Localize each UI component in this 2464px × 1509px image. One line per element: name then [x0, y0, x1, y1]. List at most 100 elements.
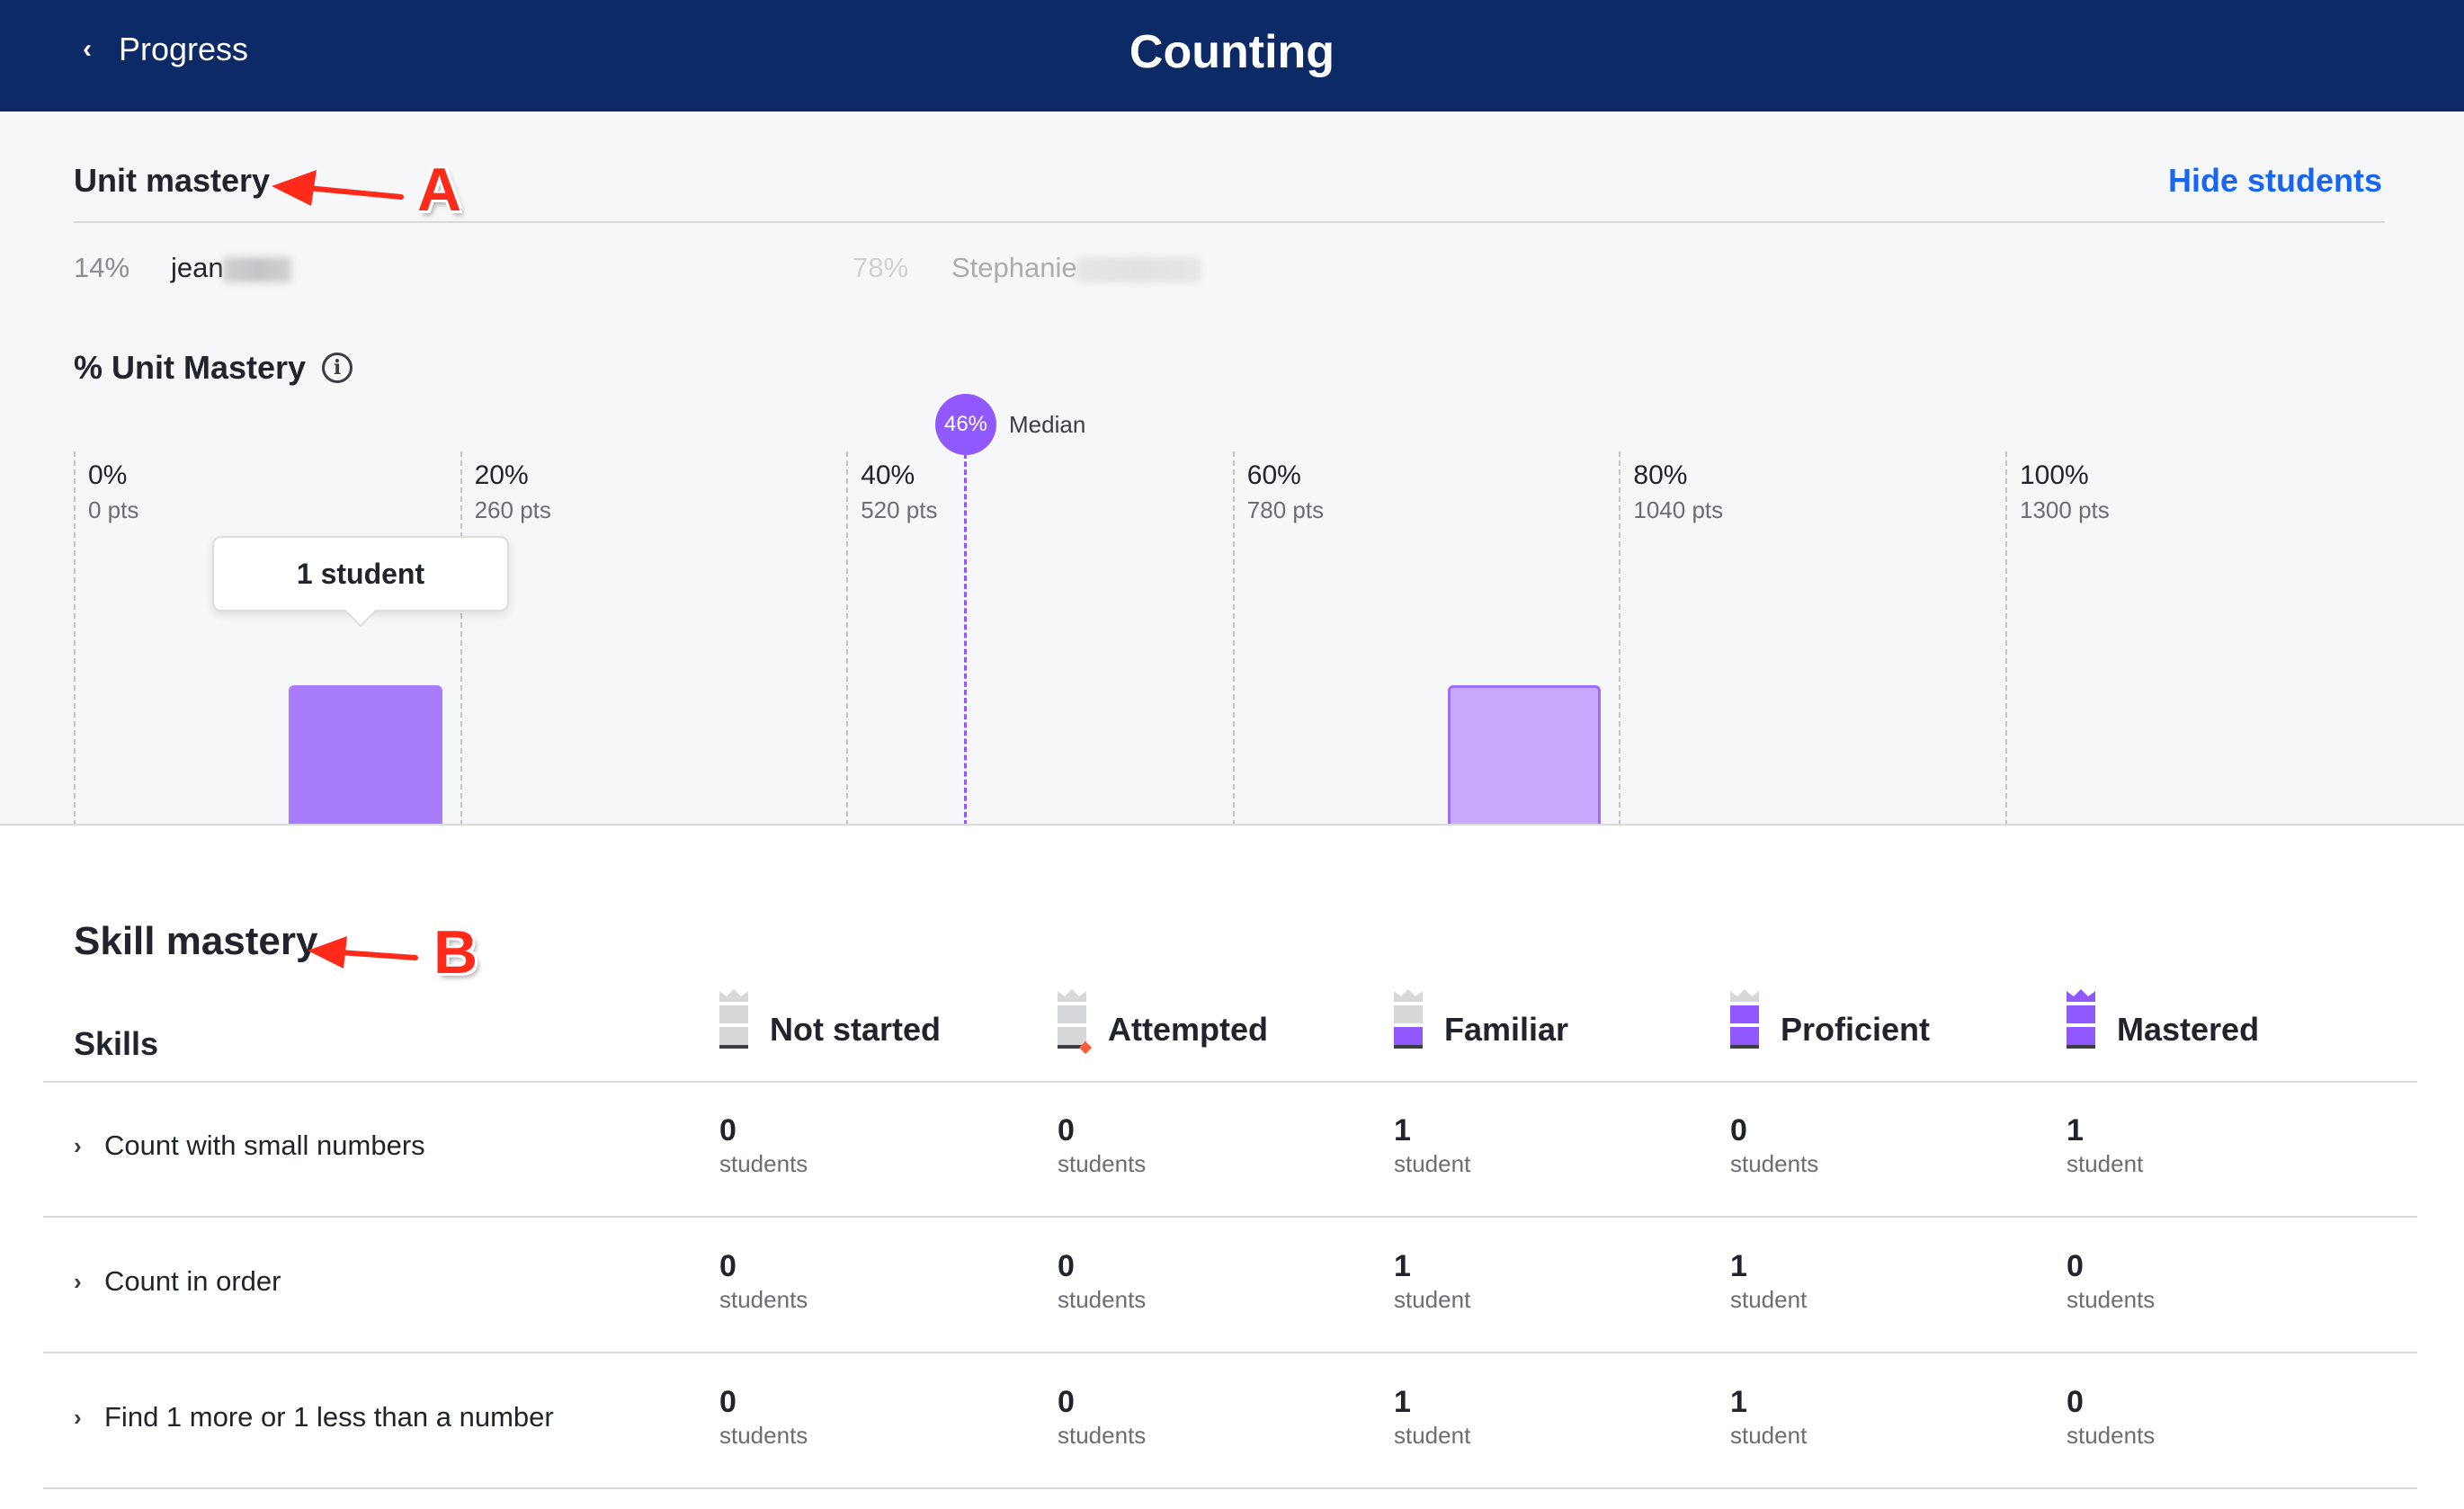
attempted-level-icon	[1058, 989, 1093, 1055]
tick-label-pts: 780 pts	[1246, 496, 1325, 523]
student-count: 0	[2067, 1249, 2084, 1283]
student-count: 0	[719, 1385, 737, 1419]
tick-label-pct: 100%	[2020, 460, 2089, 490]
col-label: Mastered	[2117, 1011, 2260, 1048]
skill-name-text: Count with small numbers	[104, 1130, 425, 1161]
tick-label-pct: 20%	[474, 460, 529, 490]
gridline	[2005, 451, 2007, 824]
student-count: 1	[2067, 1113, 2084, 1147]
student-count-unit: students	[2067, 1422, 2156, 1449]
red-arrow-icon	[272, 170, 404, 206]
skill-name[interactable]: › Find 1 more or 1 less than a number	[74, 1401, 554, 1433]
student-count-unit: student	[2067, 1150, 2144, 1177]
mastered-level-icon	[2067, 989, 2095, 1049]
annotation-label: A	[417, 156, 462, 224]
count-cell: 1 student	[1730, 1385, 1807, 1450]
col-mastered: Mastered	[2067, 989, 2259, 1049]
student-count-unit: students	[2067, 1286, 2156, 1313]
median-badge: 46%	[935, 394, 996, 455]
chevron-right-icon: ›	[74, 1267, 82, 1295]
col-label: Proficient	[1781, 1011, 1931, 1048]
count-cell: 1 student	[1394, 1385, 1470, 1450]
count-cell: 0 students	[1058, 1385, 1146, 1450]
student-count: 0	[1058, 1249, 1075, 1283]
student-count-unit: students	[1730, 1150, 1819, 1177]
student-count: 1	[1394, 1113, 1411, 1147]
student-name[interactable]: Stephanie	[951, 252, 1077, 283]
col-label: Not started	[770, 1011, 942, 1048]
tick-label-pct: 80%	[1633, 460, 1688, 490]
skill-mastery-title: Skill mastery	[74, 919, 318, 963]
student-count-unit: students	[719, 1422, 808, 1449]
gridline	[1619, 451, 1621, 824]
skills-column-header: Skills	[74, 1025, 159, 1062]
student-count-unit: students	[719, 1150, 808, 1177]
redacted-name-blur	[1076, 257, 1201, 282]
count-cell: 0 students	[1730, 1113, 1818, 1178]
unit-mastery-panel: Unit mastery Hide students 14% jean 78% …	[0, 112, 2464, 826]
student-name[interactable]: jean	[171, 252, 224, 283]
student-count: 0	[1058, 1385, 1075, 1419]
student-count-unit: students	[719, 1286, 808, 1313]
unit-mastery-title: Unit mastery	[74, 162, 271, 199]
count-cell: 1 student	[1394, 1249, 1470, 1314]
annotation-label: B	[433, 918, 478, 987]
skill-name-text: Count in order	[104, 1265, 281, 1297]
student-count-unit: student	[1394, 1422, 1471, 1449]
count-cell: 0 students	[719, 1113, 808, 1178]
not-started-level-icon	[719, 989, 748, 1049]
tick-label-pts: 260 pts	[474, 496, 551, 523]
info-icon[interactable]: i	[322, 353, 353, 383]
student-count: 1	[1730, 1249, 1747, 1283]
skill-name[interactable]: › Count in order	[74, 1265, 281, 1298]
skill-row[interactable]: › Find 1 more or 1 less than a number 0 stu…	[43, 1354, 2417, 1489]
student-count-unit: students	[1058, 1422, 1147, 1449]
gridline	[460, 451, 462, 824]
tick-label-pct: 60%	[1246, 460, 1301, 490]
divider	[74, 221, 2385, 223]
divider	[43, 1081, 2417, 1083]
student-pct: 78%	[853, 252, 909, 283]
hide-students-link[interactable]: Hide students	[2167, 162, 2382, 199]
col-not-started: Not started	[719, 989, 941, 1049]
col-label: Familiar	[1444, 1011, 1569, 1048]
student-count: 0	[719, 1249, 737, 1283]
count-cell: 0 students	[719, 1385, 808, 1450]
bar-tooltip: 1 student	[212, 536, 509, 612]
tick-label-pts: 520 pts	[861, 496, 938, 523]
chevron-right-icon: ›	[74, 1403, 82, 1431]
redacted-name-blur	[223, 257, 291, 282]
skill-row[interactable]: › Count with small numbers 0 students 0 stude…	[43, 1083, 2417, 1218]
count-cell: 1 student	[1730, 1249, 1807, 1314]
student-count: 0	[719, 1113, 737, 1147]
back-to-progress-link[interactable]: ‹ Progress	[83, 31, 248, 68]
chart-title: % Unit Mastery i	[74, 349, 353, 387]
median-label: Median	[1009, 411, 1086, 438]
student-count-unit: student	[1394, 1286, 1471, 1313]
gridline	[74, 451, 76, 824]
count-cell: 0 students	[2067, 1249, 2155, 1314]
chart-title-text: % Unit Mastery	[74, 349, 307, 386]
annotation-b: B	[308, 917, 478, 987]
histogram-bar[interactable]	[1447, 685, 1602, 824]
count-cell: 0 students	[2067, 1385, 2155, 1450]
tick-label-pts: 1040 pts	[1633, 496, 1724, 523]
count-cell: 0 students	[719, 1249, 808, 1314]
student-count-unit: students	[1058, 1286, 1147, 1313]
histogram-bar[interactable]	[288, 685, 442, 824]
tick-label-pct: 0%	[88, 460, 128, 490]
count-cell: 0 students	[1058, 1249, 1146, 1314]
col-label: Attempted	[1108, 1011, 1268, 1048]
proficient-level-icon	[1730, 989, 1759, 1049]
student-count: 0	[1730, 1113, 1747, 1147]
skill-row[interactable]: › Count in order 0 students 0 students 1 studen…	[43, 1219, 2417, 1353]
student-count: 1	[1394, 1249, 1411, 1283]
skill-name-text: Find 1 more or 1 less than a number	[104, 1401, 554, 1433]
student-count-unit: student	[1730, 1286, 1808, 1313]
page-title: Counting	[1129, 26, 1335, 78]
student-count-unit: student	[1730, 1422, 1808, 1449]
gridline	[1232, 451, 1235, 824]
tick-label-pct: 40%	[861, 460, 915, 490]
red-arrow-icon	[308, 936, 418, 969]
skill-name[interactable]: › Count with small numbers	[74, 1130, 425, 1162]
